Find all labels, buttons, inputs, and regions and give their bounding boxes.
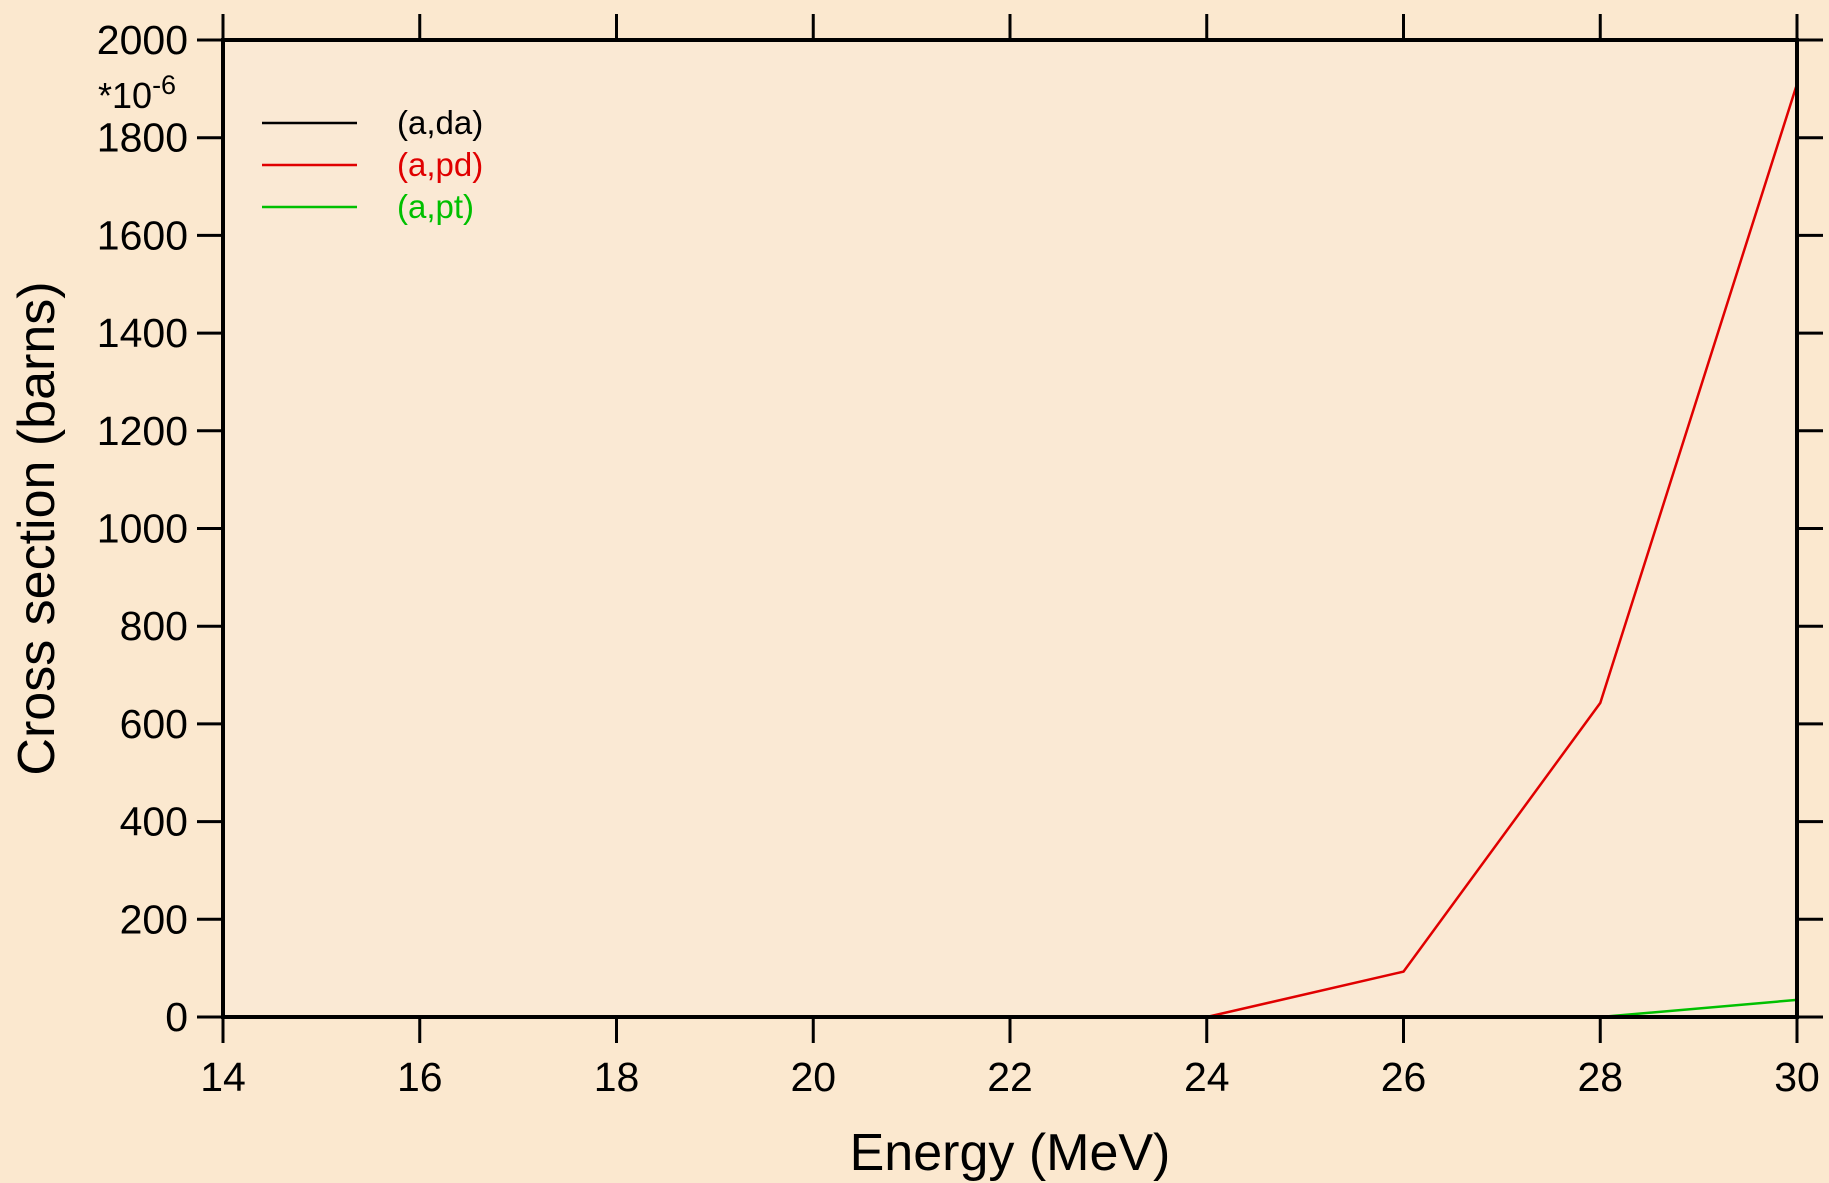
legend-label-0: (a,da) [397, 104, 483, 141]
x-tick-label-3: 20 [790, 1054, 836, 1100]
legend-label-1: (a,pd) [397, 146, 483, 183]
y-tick-label-7: 1400 [97, 310, 188, 356]
x-tick-label-8: 30 [1774, 1054, 1820, 1100]
x-tick-label-1: 16 [397, 1054, 443, 1100]
x-tick-label-2: 18 [594, 1054, 640, 1100]
legend-label-2: (a,pt) [397, 188, 474, 225]
y-tick-label-0: 0 [165, 994, 188, 1040]
x-tick-label-0: 14 [200, 1054, 246, 1100]
y-multiplier: *10-6 [98, 70, 176, 116]
y-tick-label-9: 1800 [97, 115, 188, 161]
x-tick-label-5: 24 [1184, 1054, 1230, 1100]
ticks-layer [197, 14, 1823, 1043]
y-tick-label-5: 1000 [97, 506, 188, 552]
y-tick-label-10: 2000 [97, 17, 188, 63]
y-axis-title: Cross section (barns) [8, 281, 66, 775]
y-tick-label-1: 200 [120, 896, 188, 942]
tick-labels-layer: 14 16 18 20 22 24 26 28 30 0 200 400 600 800 1000 1200 1… [97, 17, 1820, 1100]
legend: (a,da) (a,pd) (a,pt) [262, 104, 483, 225]
y-tick-label-8: 1600 [97, 212, 188, 258]
plot-area [223, 40, 1797, 1017]
x-axis-title: Energy (MeV) [850, 1124, 1171, 1182]
x-tick-label-6: 26 [1381, 1054, 1427, 1100]
x-tick-label-7: 28 [1577, 1054, 1623, 1100]
y-tick-label-3: 600 [120, 701, 188, 747]
y-tick-label-6: 1200 [97, 408, 188, 454]
x-tick-label-4: 22 [987, 1054, 1033, 1100]
y-tick-label-2: 400 [120, 799, 188, 845]
y-tick-label-4: 800 [120, 603, 188, 649]
